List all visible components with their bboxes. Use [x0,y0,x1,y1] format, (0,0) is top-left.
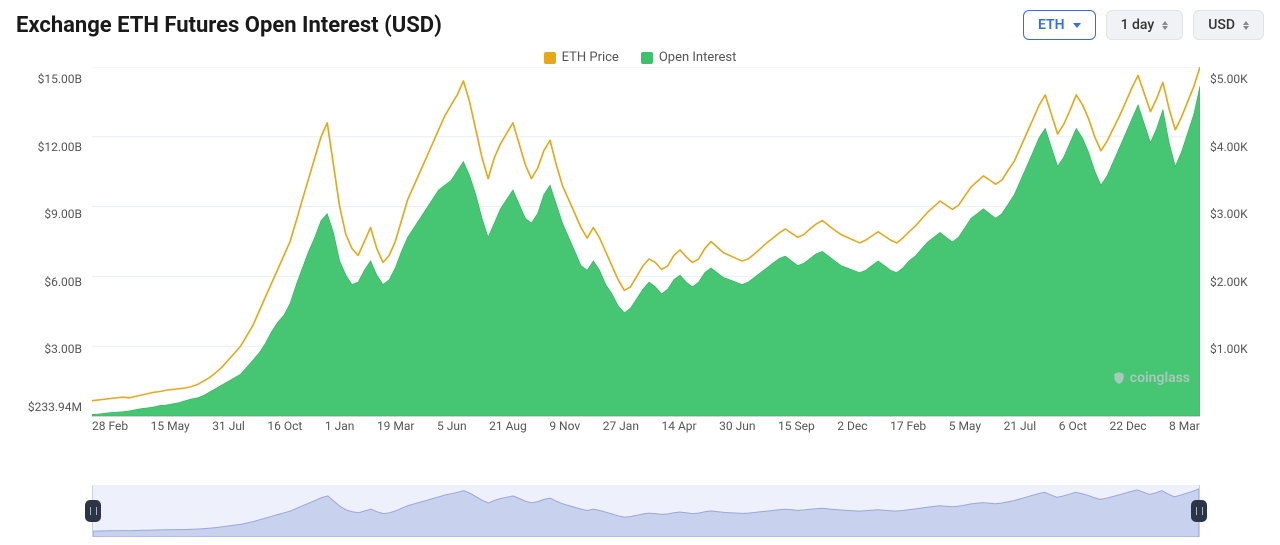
shield-icon [1112,371,1126,385]
x-tick-label: 8 Mar [1169,419,1200,433]
y-tick-label: $3.00B [16,343,82,355]
x-tick-label: 2 Dec [837,419,867,433]
x-tick-label: 6 Oct [1059,419,1087,433]
x-tick-label: 21 Jul [1004,419,1037,433]
controls: ETH 1 day USD [1023,10,1264,40]
x-axis: 28 Feb 15 May 31 Jul 16 Oct 1 Jan 19 Mar 5 Jun… [92,419,1200,433]
y-axis-right: $5.00K $4.00K $3.00K $2.00K $1.00K [1204,67,1264,417]
navigator-handle-right[interactable] [1191,500,1207,522]
chart-legend: ETH Price Open Interest [0,44,1280,67]
legend-item[interactable]: Open Interest [641,50,737,65]
chart-plot-area[interactable]: coinglass [92,67,1200,417]
currency-select-label: USD [1208,17,1235,33]
chart: $15.00B $12.00B $9.00B $6.00B $3.00B $233.94M… [16,67,1264,447]
watermark: coinglass [1112,370,1190,386]
y-axis-left: $15.00B $12.00B $9.00B $6.00B $3.00B $233.94M [16,67,88,417]
y-tick-label: $4.00K [1210,141,1264,153]
navigator-handle-left[interactable] [85,500,101,522]
navigator-svg [93,485,1199,537]
y-tick-label: $9.00B [16,208,82,220]
x-tick-label: 1 Jan [325,419,355,433]
y-tick-label: $12.00B [16,141,82,153]
y-tick-label: $6.00B [16,276,82,288]
interval-select-label: 1 day [1121,17,1155,33]
x-tick-label: 5 Jun [437,419,467,433]
chart-navigator[interactable] [92,485,1200,537]
x-tick-label: 28 Feb [92,419,128,433]
y-tick-label: $2.00K [1210,276,1264,288]
legend-swatch [641,52,653,64]
chevron-down-icon [1073,23,1081,28]
asset-select-label: ETH [1038,17,1065,33]
x-tick-label: 15 Sep [778,419,815,433]
legend-swatch [544,52,556,64]
x-tick-label: 19 Mar [377,419,415,433]
page-title: Exchange ETH Futures Open Interest (USD) [16,13,442,38]
x-tick-label: 30 Jun [719,419,755,433]
y-tick-label: $5.00K [1210,73,1264,85]
legend-item[interactable]: ETH Price [544,50,619,65]
x-tick-label: 21 Aug [489,419,527,433]
x-tick-label: 9 Nov [549,419,580,433]
x-tick-label: 27 Jan [603,419,639,433]
currency-select[interactable]: USD [1193,10,1264,40]
x-tick-label: 15 May [151,419,190,433]
x-tick-label: 31 Jul [212,419,245,433]
x-tick-label: 17 Feb [890,419,926,433]
x-tick-label: 14 Apr [662,419,697,433]
legend-label: Open Interest [659,50,737,65]
y-tick-label: $3.00K [1210,208,1264,220]
x-tick-label: 16 Oct [267,419,302,433]
y-tick-label: $15.00B [16,73,82,85]
chart-svg [92,67,1200,416]
legend-label: ETH Price [562,50,619,65]
y-tick-label: $233.94M [16,401,82,413]
x-tick-label: 22 Dec [1110,419,1147,433]
sort-icon [1243,21,1249,30]
interval-select[interactable]: 1 day [1106,10,1184,40]
y-tick-label: $1.00K [1210,343,1264,355]
x-tick-label: 5 May [949,419,981,433]
sort-icon [1162,21,1168,30]
asset-select[interactable]: ETH [1023,10,1096,40]
